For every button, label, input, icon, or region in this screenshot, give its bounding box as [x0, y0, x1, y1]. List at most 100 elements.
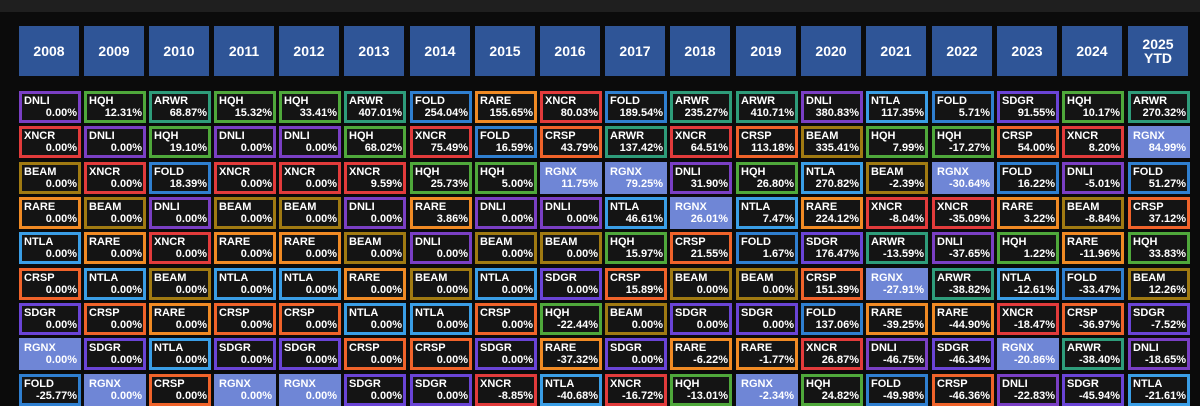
ticker-label: RARE	[1067, 236, 1099, 248]
ticker-label: HQH	[154, 130, 179, 142]
return-value: 18.39%	[169, 178, 207, 190]
ticker-label: FOLD	[1002, 166, 1032, 178]
return-cell: SDGR 0.00%	[344, 374, 406, 406]
return-value: 15.32%	[234, 107, 272, 119]
return-value: -46.34%	[949, 354, 990, 366]
return-value: -35.09%	[949, 213, 990, 225]
return-cell: HQH 25.73%	[410, 162, 472, 194]
return-cell: BEAM -8.84%	[1062, 197, 1124, 229]
return-cell: SDGR 0.00%	[670, 303, 732, 335]
return-cell: FOLD -33.47%	[1062, 268, 1124, 300]
return-value: 0.00%	[240, 213, 272, 225]
return-value: 0.00%	[501, 354, 533, 366]
return-value: -11.96%	[1079, 248, 1120, 260]
return-cell: NTLA 0.00%	[84, 268, 146, 300]
return-value: 26.01%	[690, 213, 728, 225]
ticker-label: CRSP	[89, 307, 120, 319]
return-value: -8.84%	[1085, 213, 1120, 225]
return-cell: DNLI -5.01%	[1062, 162, 1124, 194]
return-cell: NTLA 117.35%	[866, 91, 928, 123]
return-value: -18.65%	[1145, 354, 1186, 366]
return-value: 0.00%	[240, 248, 272, 260]
return-cell: HQH 1.22%	[997, 232, 1059, 264]
return-cell: NTLA -40.68%	[540, 374, 602, 406]
return-cell: DNLI -18.65%	[1128, 338, 1190, 370]
return-value: 21.55%	[690, 248, 728, 260]
ticker-label: XNCR	[284, 166, 316, 178]
ticker-label: DNLI	[89, 130, 115, 142]
return-value: 0.00%	[305, 319, 337, 331]
ticker-label: XNCR	[871, 201, 903, 213]
return-value: 270.82%	[815, 178, 859, 190]
return-cell: NTLA 0.00%	[279, 268, 341, 300]
return-cell: FOLD 51.27%	[1128, 162, 1190, 194]
ticker-label: ARWR	[349, 95, 384, 107]
return-cell: XNCR 80.03%	[540, 91, 602, 123]
return-value: -12.61%	[1014, 284, 1055, 296]
ticker-label: CRSP	[349, 342, 380, 354]
year-header: 2016	[540, 26, 600, 76]
ticker-label: DNLI	[871, 342, 897, 354]
return-value: 0.00%	[45, 142, 77, 154]
year-header: 2013	[344, 26, 404, 76]
return-cell: XNCR 0.00%	[19, 126, 81, 158]
return-cell: CRSP 0.00%	[410, 338, 472, 370]
return-cell: DNLI 0.00%	[410, 232, 472, 264]
return-cell: CRSP 0.00%	[84, 303, 146, 335]
ticker-label: NTLA	[806, 166, 836, 178]
return-cell: BEAM 0.00%	[475, 232, 537, 264]
return-value: 15.89%	[625, 284, 663, 296]
ticker-label: DNLI	[24, 95, 50, 107]
return-cell: ARWR -13.59%	[866, 232, 928, 264]
year-header: 2010	[149, 26, 209, 76]
return-value: -18.47%	[1014, 319, 1055, 331]
return-cell: BEAM 0.00%	[19, 162, 81, 194]
return-cell: RGNX 84.99%	[1128, 126, 1190, 158]
return-value: 0.00%	[45, 213, 77, 225]
return-value: 0.00%	[436, 248, 468, 260]
return-cell: BEAM 335.41%	[801, 126, 863, 158]
ticker-label: SDGR	[1002, 95, 1034, 107]
ticker-label: FOLD	[480, 130, 510, 142]
return-value: -20.86%	[1014, 354, 1055, 366]
return-value: 0.00%	[110, 390, 142, 402]
return-cell: HQH 26.80%	[736, 162, 798, 194]
return-value: -5.01%	[1085, 178, 1120, 190]
return-value: 0.00%	[175, 319, 207, 331]
return-value: -38.40%	[1079, 354, 1120, 366]
year-header: 2024	[1062, 26, 1122, 76]
return-value: -37.65%	[949, 248, 990, 260]
return-cell: DNLI 0.00%	[475, 197, 537, 229]
return-value: 235.27%	[684, 107, 728, 119]
return-cell: NTLA -21.61%	[1128, 374, 1190, 406]
return-cell: CRSP 0.00%	[475, 303, 537, 335]
return-value: 0.00%	[762, 319, 794, 331]
return-cell: SDGR 0.00%	[605, 338, 667, 370]
return-value: 15.97%	[625, 248, 663, 260]
return-value: -17.27%	[949, 142, 990, 154]
return-cell: XNCR 0.00%	[84, 162, 146, 194]
ticker-label: NTLA	[89, 272, 119, 284]
return-cell: XNCR 75.49%	[410, 126, 472, 158]
return-value: 68.02%	[364, 142, 402, 154]
return-cell: DNLI 0.00%	[344, 197, 406, 229]
ticker-label: ARWR	[610, 130, 645, 142]
return-value: -33.47%	[1079, 284, 1120, 296]
return-cell: XNCR -8.04%	[866, 197, 928, 229]
return-cell: BEAM 12.26%	[1128, 268, 1190, 300]
return-value: 407.01%	[358, 107, 402, 119]
return-value: 12.26%	[1148, 284, 1186, 296]
return-cell: HQH 68.02%	[344, 126, 406, 158]
ticker-label: NTLA	[284, 272, 314, 284]
return-value: 0.00%	[631, 319, 663, 331]
ticker-label: HQH	[349, 130, 374, 142]
return-cell: RARE 0.00%	[214, 232, 276, 264]
return-value: -49.98%	[883, 390, 924, 402]
ticker-label: HQH	[1067, 95, 1092, 107]
return-cell: HQH 7.99%	[866, 126, 928, 158]
return-cell: DNLI 0.00%	[84, 126, 146, 158]
return-cell: HQH 10.17%	[1062, 91, 1124, 123]
ticker-label: XNCR	[219, 166, 251, 178]
return-cell: RARE -44.90%	[932, 303, 994, 335]
ticker-label: HQH	[871, 130, 896, 142]
